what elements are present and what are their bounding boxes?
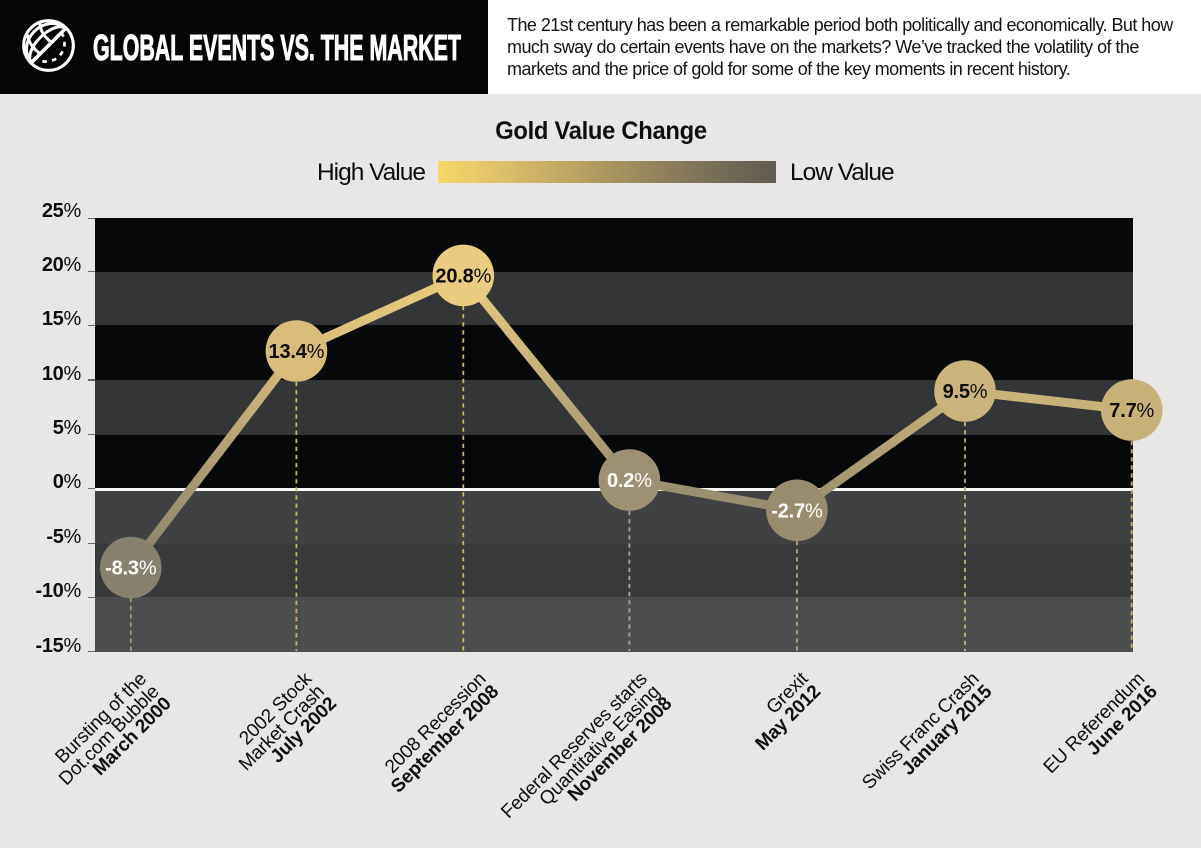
svg-text:20.8%: 20.8% bbox=[435, 265, 491, 287]
svg-text:7.7%: 7.7% bbox=[1109, 400, 1154, 422]
svg-text:13.4%: 13.4% bbox=[269, 341, 325, 363]
svg-text:-8.3%: -8.3% bbox=[105, 558, 157, 580]
svg-text:-2.7%: -2.7% bbox=[771, 500, 823, 522]
svg-text:0.2%: 0.2% bbox=[607, 470, 652, 492]
svg-text:9.5%: 9.5% bbox=[943, 381, 988, 403]
